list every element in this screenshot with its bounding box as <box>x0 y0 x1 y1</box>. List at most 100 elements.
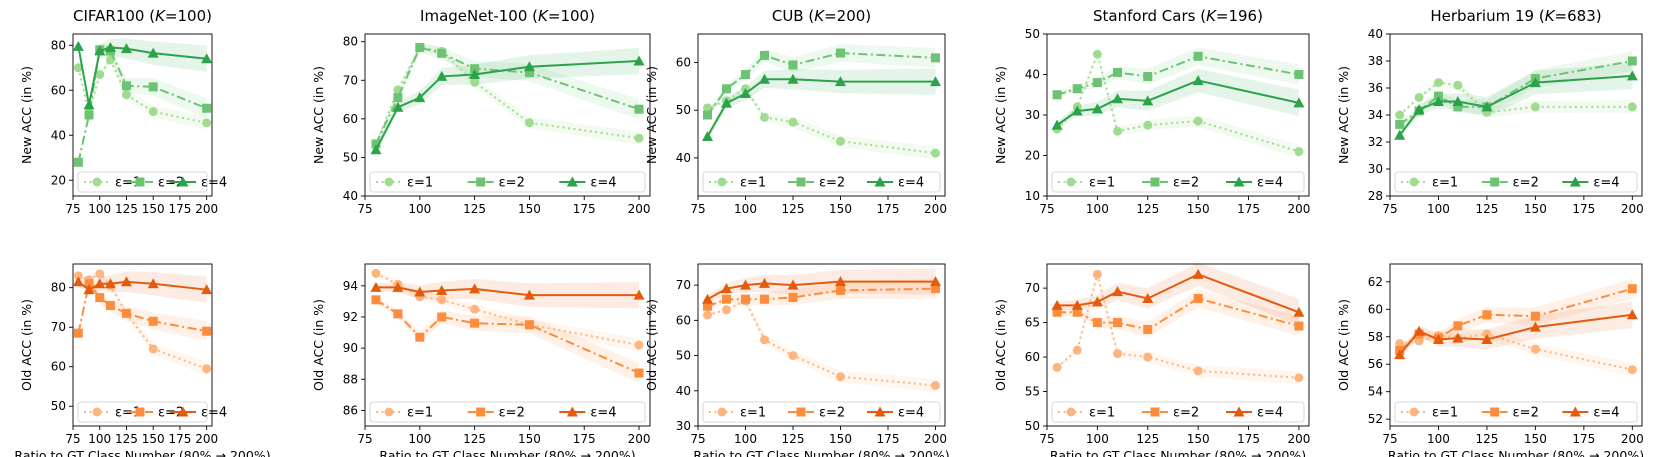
data-point <box>1394 129 1406 140</box>
data-point <box>202 103 212 113</box>
y-tick-label: 80 <box>51 38 66 52</box>
legend-marker <box>1233 176 1245 187</box>
data-point <box>148 316 158 326</box>
data-point <box>1529 321 1541 332</box>
x-tick-label: 200 <box>1287 432 1310 446</box>
data-point <box>930 276 941 287</box>
series-band-1 <box>707 85 936 160</box>
x-tick-label: 200 <box>924 432 947 446</box>
data-point <box>835 276 846 287</box>
subplot-title: Stanford Cars (K=196) <box>1093 7 1263 25</box>
subplot-old-2: 86 88 90 92 94 75 100 125 150 175 200 Old ACC (in %… <box>311 263 650 457</box>
y-tick-label: 40 <box>1025 68 1040 82</box>
legend-box <box>702 171 941 193</box>
legend-marker <box>1233 406 1245 417</box>
legend-label: ε=4 <box>1593 176 1619 191</box>
x-tick-label: 100 <box>1086 202 1109 216</box>
data-point <box>1482 310 1492 320</box>
data-point <box>523 289 535 300</box>
y-tick-label: 40 <box>676 151 691 165</box>
x-tick-label: 150 <box>1187 432 1210 446</box>
data-point <box>931 53 940 63</box>
x-axis-label: Ratio to GT Class Number (80% → 200%) <box>1388 448 1644 457</box>
legend-label: ε=4 <box>590 406 616 421</box>
data-point <box>634 104 644 114</box>
legend-marker <box>1150 407 1160 417</box>
data-point <box>371 139 381 149</box>
legend-marker <box>796 177 806 187</box>
y-axis-label: Old ACC (in %) <box>644 299 659 391</box>
data-point <box>1627 284 1637 294</box>
data-point <box>523 61 535 72</box>
legend-marker <box>135 177 145 187</box>
x-tick-label: 125 <box>463 202 486 216</box>
y-tick-label: 60 <box>676 56 691 70</box>
legend-marker <box>135 407 145 417</box>
legend-label: ε=4 <box>590 176 616 191</box>
data-point <box>1413 104 1425 115</box>
legend-label: ε=4 <box>1257 176 1283 191</box>
data-point <box>703 310 712 320</box>
y-tick-label: 70 <box>51 320 66 334</box>
data-point <box>393 309 403 319</box>
data-point <box>73 328 83 338</box>
data-point <box>634 340 644 350</box>
data-point <box>703 301 712 311</box>
x-tick-label: 125 <box>115 202 138 216</box>
data-point <box>760 335 769 345</box>
x-tick-label: 100 <box>88 202 111 216</box>
y-tick-label: 60 <box>676 313 691 327</box>
data-point <box>1394 349 1406 360</box>
legend-label: ε=4 <box>898 176 924 191</box>
data-point <box>1113 349 1123 359</box>
data-point <box>1627 102 1637 112</box>
data-point <box>759 277 770 288</box>
x-tick-label: 125 <box>1136 432 1159 446</box>
data-point <box>1091 296 1103 307</box>
y-tick-label: 80 <box>51 281 66 295</box>
data-point <box>634 368 644 378</box>
data-point <box>1294 70 1304 79</box>
y-axis-label: New ACC (in %) <box>644 66 659 164</box>
data-point <box>393 93 403 103</box>
y-tick-label: 40 <box>1368 27 1383 41</box>
y-tick-label: 50 <box>1025 419 1040 433</box>
legend-label: ε=1 <box>1089 406 1115 421</box>
data-point <box>392 281 404 292</box>
data-point <box>722 305 731 315</box>
legend-label: ε=1 <box>407 176 433 191</box>
data-point <box>1193 366 1203 376</box>
x-tick-label: 200 <box>628 202 651 216</box>
legend-box <box>1051 171 1305 193</box>
x-tick-label: 100 <box>1427 202 1450 216</box>
y-tick-label: 50 <box>1025 27 1040 41</box>
data-point <box>1395 339 1405 349</box>
x-tick-label: 100 <box>88 432 111 446</box>
x-tick-label: 150 <box>1524 202 1547 216</box>
data-point <box>524 118 534 128</box>
data-point <box>414 92 426 103</box>
data-point <box>703 103 712 113</box>
legend-marker <box>1569 406 1581 417</box>
series-band-1 <box>78 55 207 130</box>
data-point <box>788 60 798 70</box>
legend-marker <box>384 177 394 187</box>
data-point <box>1143 352 1153 362</box>
data-point <box>1432 96 1444 106</box>
data-point <box>1113 318 1123 328</box>
legend-marker <box>1066 177 1076 187</box>
data-point <box>121 90 131 100</box>
y-tick-label: 94 <box>343 279 358 293</box>
legend-marker <box>384 407 394 417</box>
x-tick-label: 175 <box>1237 202 1260 216</box>
legend-marker <box>476 177 486 187</box>
data-point <box>1052 90 1062 100</box>
x-tick-label: 175 <box>1572 202 1595 216</box>
y-tick-label: 60 <box>51 83 66 97</box>
data-point <box>469 69 481 79</box>
data-point <box>1072 345 1082 355</box>
x-tick-label: 75 <box>690 202 705 216</box>
data-point <box>1142 95 1154 106</box>
series-band-1 <box>375 271 640 352</box>
data-point <box>633 55 645 66</box>
